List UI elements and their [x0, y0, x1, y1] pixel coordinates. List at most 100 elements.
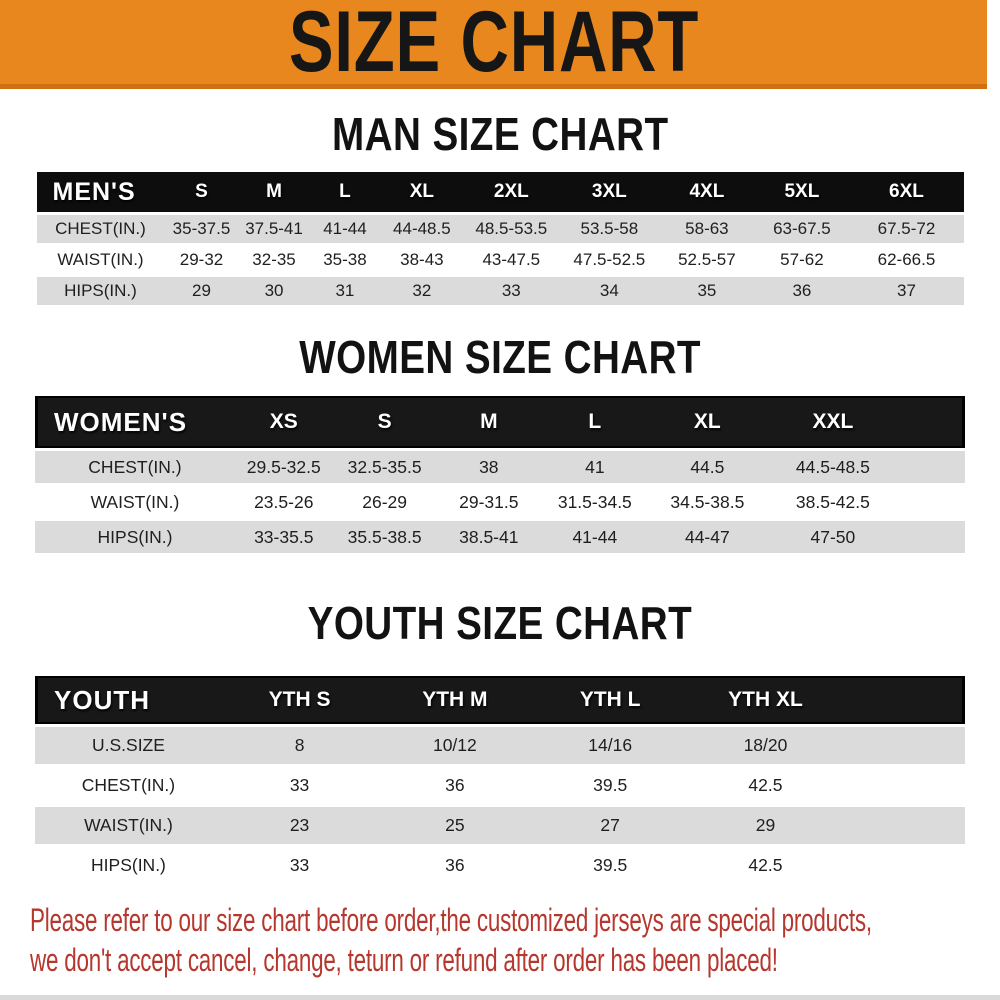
- column-header: YTH M: [377, 676, 533, 724]
- cell-spacer: [899, 451, 965, 483]
- cell-value: 47-50: [765, 521, 900, 553]
- men-size-table: MEN'S S M L XL 2XL 3XL 4XL 5XL 6XL CHEST(IN.) 35-37…: [36, 169, 964, 308]
- cell-value: 29-31.5: [459, 491, 519, 512]
- cell-value: 41: [540, 451, 649, 483]
- row-label: WAIST(IN.): [57, 250, 144, 269]
- cell-spacer: [843, 727, 965, 764]
- cell-value: 23.5-26: [254, 491, 314, 512]
- youth-size-table: YOUTH YTH S YTH M YTH L YTH XL U.S.SIZE 8 10/12…: [35, 673, 965, 887]
- table-row: WAIST(IN.) 23 25 27 29: [35, 807, 965, 844]
- disclaimer-line2-text: we don't accept cancel, change, teturn o…: [30, 942, 778, 978]
- youth-section-title: YOUTH SIZE CHART: [0, 600, 1000, 646]
- men-section-title: MAN SIZE CHART: [0, 111, 1000, 157]
- cell-value: 8: [221, 727, 378, 764]
- column-header: 5XL: [754, 172, 850, 212]
- cell-spacer: [899, 521, 965, 553]
- column-header: L: [309, 172, 381, 212]
- cell-value: 67.5-72: [849, 215, 964, 243]
- column-header: M: [436, 396, 541, 448]
- table-row: HIPS(IN.) 33-35.5 35.5-38.5 38.5-41 41-44 44-…: [35, 521, 965, 553]
- column-header: M: [238, 172, 310, 212]
- cell-value: 32.5-35.5: [332, 451, 437, 483]
- cell-value: 25: [377, 807, 533, 844]
- disclaimer-line1: Please refer to our size chart before or…: [30, 900, 1000, 940]
- cell-value: 35.5-38.5: [332, 521, 437, 553]
- table-header-row: WOMEN'S XS S M L XL XXL: [35, 396, 965, 448]
- cell-value: 44.5: [648, 451, 766, 483]
- cell-value: 29.5-32.5: [234, 451, 333, 483]
- cell-value: 44.5-48.5: [765, 451, 900, 483]
- cell-value: 35-37.5: [164, 215, 239, 243]
- table-header-label: MEN'S: [36, 172, 165, 212]
- cell-value: 36: [445, 855, 465, 875]
- cell-value: 31.5-34.5: [557, 491, 632, 512]
- cell-value: 29: [687, 807, 844, 844]
- cell-value: 52.5-57: [678, 250, 736, 269]
- cell-value: 36: [445, 775, 465, 795]
- row-label: WAIST(IN.): [35, 807, 222, 844]
- column-header: YTH L: [532, 676, 688, 724]
- cell-spacer: [900, 486, 965, 518]
- table-row: CHEST(IN.) 29.5-32.5 32.5-35.5 38 41 44.5 44.5…: [35, 451, 965, 483]
- cell-value: 41-44: [309, 215, 381, 243]
- column-header: XS: [234, 396, 333, 448]
- cell-value: 35: [659, 277, 755, 305]
- table-row: HIPS(IN.) 33 36 39.5 42.5: [35, 847, 965, 884]
- cell-value: 41-44: [540, 521, 649, 553]
- disclaimer: Please refer to our size chart before or…: [0, 900, 1000, 980]
- row-label: CHEST(IN.): [35, 451, 235, 483]
- cell-value: 33: [289, 855, 310, 875]
- table-row: WAIST(IN.) 23.5-26 26-29 29-31.5 31.5-34.5 34…: [35, 486, 965, 518]
- table-row: HIPS(IN.) 29 30 31 32 33 34 35 36 37: [36, 277, 964, 305]
- header-spacer: [899, 396, 965, 448]
- cell-value: 10/12: [377, 727, 533, 764]
- row-label: U.S.SIZE: [35, 727, 222, 764]
- cell-value: 33: [463, 277, 560, 305]
- row-label: CHEST(IN.): [36, 215, 165, 243]
- table-row: U.S.SIZE 8 10/12 14/16 18/20: [35, 727, 965, 764]
- cell-value: 44-48.5: [380, 215, 464, 243]
- cell-value: 39.5: [593, 855, 628, 875]
- cell-spacer: [843, 767, 965, 804]
- cell-value: 37.5-41: [238, 215, 310, 243]
- column-header: YTH S: [221, 676, 378, 724]
- column-header: 3XL: [559, 172, 660, 212]
- cell-value: 32: [380, 277, 464, 305]
- cell-value: 42.5: [748, 855, 783, 875]
- cell-value: 47.5-52.5: [573, 250, 646, 269]
- cell-value: 38.5-41: [436, 521, 541, 553]
- women-size-table: WOMEN'S XS S M L XL XXL CHEST(IN.) 29.5-32.5 32.5…: [35, 393, 965, 556]
- column-header: S: [332, 396, 437, 448]
- cell-value: 62-66.5: [877, 250, 936, 269]
- table-header-row: YOUTH YTH S YTH M YTH L YTH XL: [35, 676, 965, 724]
- cell-value: 39.5: [593, 775, 628, 795]
- cell-value: 34: [559, 277, 660, 305]
- cell-value: 53.5-58: [559, 215, 660, 243]
- column-header: L: [540, 396, 649, 448]
- cell-value: 34.5-38.5: [670, 491, 745, 512]
- table-row: CHEST(IN.) 33 36 39.5 42.5: [35, 767, 965, 804]
- column-header: XXL: [765, 396, 900, 448]
- cell-value: 33-35.5: [234, 521, 333, 553]
- table-row: WAIST(IN.) 29-32 32-35 35-38 38-43 43-47.5 47.…: [37, 246, 964, 274]
- banner-title: SIZE CHART: [288, 0, 699, 90]
- row-label: WAIST(IN.): [90, 491, 180, 512]
- cell-value: 27: [532, 807, 688, 844]
- column-header: 6XL: [849, 172, 964, 212]
- column-header: YTH XL: [687, 676, 844, 724]
- table-header-row: MEN'S S M L XL 2XL 3XL 4XL 5XL 6XL: [36, 172, 964, 212]
- disclaimer-line2: we don't accept cancel, change, teturn o…: [30, 940, 1000, 980]
- column-header: 2XL: [463, 172, 560, 212]
- cell-value: 37: [849, 277, 964, 305]
- size-chart-banner: SIZE CHART: [0, 0, 987, 89]
- cell-value: 42.5: [748, 775, 783, 795]
- cell-value: 58-63: [659, 215, 755, 243]
- cell-value: 18/20: [687, 727, 844, 764]
- men-section-title-text: MAN SIZE CHART: [331, 108, 669, 160]
- cell-value: 14/16: [532, 727, 688, 764]
- row-label: HIPS(IN.): [36, 277, 165, 305]
- cell-value: 43-47.5: [482, 250, 541, 269]
- cell-value: 63-67.5: [754, 215, 850, 243]
- cell-value: 38-43: [400, 250, 444, 269]
- table-row: CHEST(IN.) 35-37.5 37.5-41 41-44 44-48.5 48.5…: [36, 215, 964, 243]
